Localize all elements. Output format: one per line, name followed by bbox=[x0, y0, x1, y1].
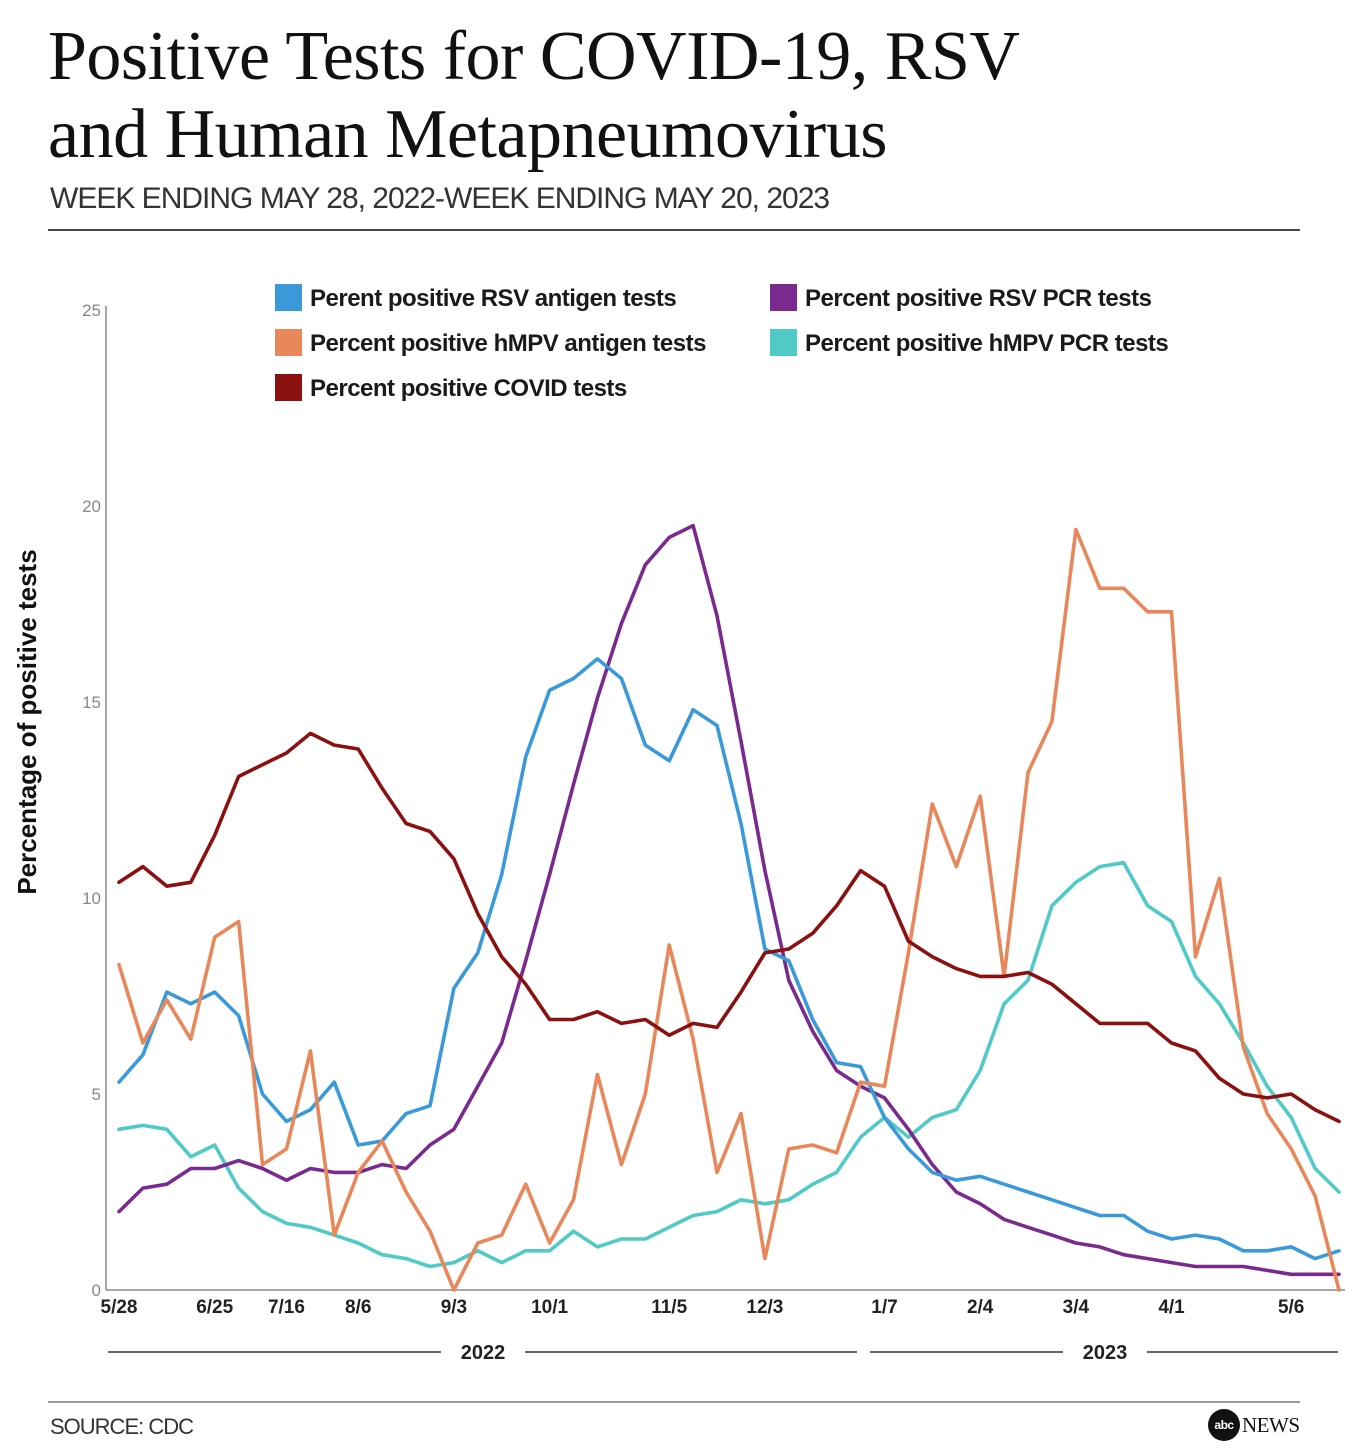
title-line-1: Positive Tests for COVID-19, RSV bbox=[48, 18, 1020, 95]
legend-label: Percent positive COVID tests bbox=[310, 375, 627, 402]
y-tick-label: 5 bbox=[92, 1085, 101, 1104]
legend-label: Percent positive hMPV antigen tests bbox=[310, 330, 706, 357]
series-line bbox=[117, 523, 1341, 1277]
logo-news-text: NEWS bbox=[1242, 1412, 1300, 1437]
series-line bbox=[117, 527, 1341, 1292]
x-tick-label: 2/4 bbox=[967, 1297, 994, 1318]
x-tick-label: 4/1 bbox=[1158, 1297, 1185, 1318]
chart-subtitle: WEEK ENDING MAY 28, 2022-WEEK ENDING MAY… bbox=[50, 182, 830, 215]
legend: Perent positive RSV antigen tests Percent… bbox=[275, 284, 1169, 402]
header-divider bbox=[48, 229, 1300, 231]
legend-label: Percent positive hMPV PCR tests bbox=[805, 330, 1168, 357]
x-tick-label: 9/3 bbox=[441, 1297, 467, 1318]
chart-title: Positive Tests for COVID-19, RSV and Hum… bbox=[48, 18, 1308, 174]
x-tick-label: 11/5 bbox=[651, 1297, 687, 1318]
y-axis-title: Percentage of positive tests bbox=[12, 549, 42, 894]
x-tick-label: 1/7 bbox=[871, 1297, 897, 1318]
legend-item: Perent positive RSV antigen tests bbox=[275, 284, 677, 312]
abc-logo-mark: abc bbox=[1208, 1409, 1240, 1441]
legend-label: Percent positive RSV PCR tests bbox=[805, 285, 1152, 312]
y-tick-label: 0 bbox=[92, 1281, 101, 1300]
footer-divider bbox=[48, 1401, 1300, 1403]
title-line-2: and Human Metapneumovirus bbox=[48, 96, 887, 173]
x-tick-label: 5/28 bbox=[101, 1297, 138, 1318]
x-tick-label: 5/6 bbox=[1278, 1297, 1304, 1318]
legend-swatch bbox=[275, 284, 302, 311]
legend-item: Percent positive hMPV antigen tests bbox=[275, 329, 707, 357]
y-tick-label: 15 bbox=[82, 693, 101, 712]
x-tick-label: 7/16 bbox=[268, 1297, 305, 1318]
x-tick-label: 12/3 bbox=[746, 1297, 783, 1318]
y-axis: 0 5 10 15 20 25 Percentage of positive tests bbox=[12, 301, 107, 1300]
legend-label: Perent positive RSV antigen tests bbox=[310, 285, 676, 312]
x-axis: 5/28 6/25 7/16 8/6 9/3 10/1 11/5 12/3 1/7 2/4 3/4 4… bbox=[101, 1289, 1345, 1364]
y-tick-label: 20 bbox=[82, 497, 101, 516]
legend-item: Percent positive RSV PCR tests bbox=[770, 284, 1152, 312]
line-chart: Perent positive RSV antigen tests Percent… bbox=[12, 284, 1345, 1364]
x-tick-label: 10/1 bbox=[531, 1297, 568, 1318]
source-note: SOURCE: CDC bbox=[50, 1414, 194, 1439]
year-label: 2022 bbox=[461, 1342, 506, 1364]
legend-swatch bbox=[770, 329, 797, 356]
series-line bbox=[117, 731, 1341, 1124]
series-line bbox=[117, 860, 1341, 1269]
year-label: 2023 bbox=[1083, 1342, 1128, 1364]
abc-news-logo: abc NEWS bbox=[1208, 1409, 1300, 1441]
x-tick-label: 8/6 bbox=[345, 1297, 371, 1318]
legend-swatch bbox=[275, 329, 302, 356]
y-tick-label: 10 bbox=[82, 889, 101, 908]
legend-swatch bbox=[770, 284, 797, 311]
x-tick-label: 3/4 bbox=[1063, 1297, 1090, 1318]
y-tick-label: 25 bbox=[82, 301, 101, 320]
legend-item: Percent positive COVID tests bbox=[275, 374, 627, 402]
series-lines bbox=[117, 523, 1341, 1292]
series-line bbox=[117, 657, 1341, 1261]
x-tick-label: 6/25 bbox=[196, 1297, 233, 1318]
legend-swatch bbox=[275, 374, 302, 401]
legend-item: Percent positive hMPV PCR tests bbox=[770, 329, 1169, 357]
